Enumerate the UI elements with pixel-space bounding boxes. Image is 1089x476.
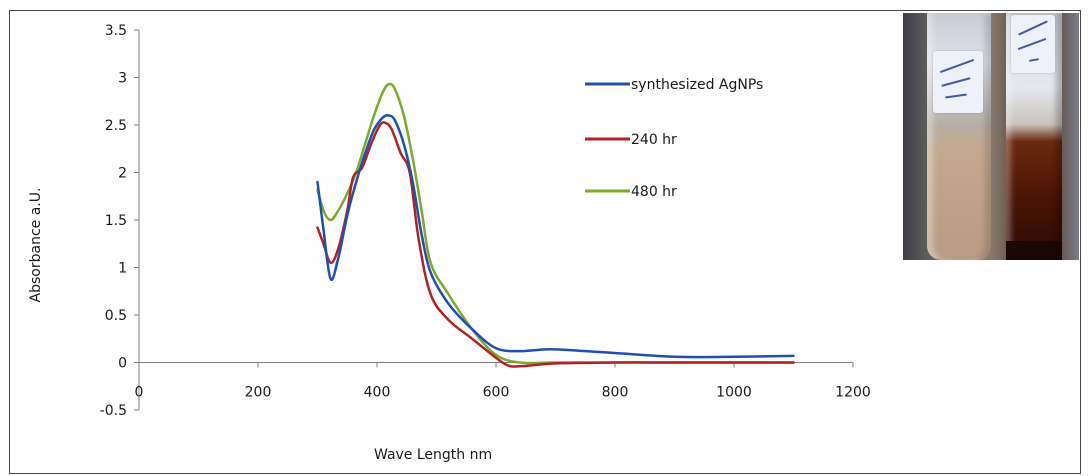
legend-label: 480 hr [631,184,677,200]
tube-right-label [1011,15,1055,73]
y-tick-label: 1 [118,261,127,277]
x-tick-label: 1000 [716,385,752,401]
chart-frame [9,10,1081,474]
y-tick-label: 0.5 [105,308,127,324]
x-tick-label: 600 [483,385,510,401]
y-tick-label: 2 [118,166,127,182]
legend: synthesized AgNPs 240 hr 480 hr [585,77,763,200]
x-tick-label: 200 [245,385,272,401]
x-tick-label: 0 [135,385,144,401]
legend-label: synthesized AgNPs [631,77,763,93]
x-tick-labels: 0 200 400 600 800 1000 1200 [135,385,871,401]
x-tick-label: 400 [364,385,391,401]
x-tick-label: 1200 [835,385,871,401]
y-tick-labels: -0.5 0 0.5 1 1.5 2 2.5 3 3.5 [100,23,127,419]
y-tick-label: 2.5 [105,118,127,134]
y-tick-label: 0 [118,356,127,372]
y-tick-label: 3 [118,71,127,87]
series-line-240-hr [316,121,795,368]
x-axis-title: Wave Length nm [374,447,492,463]
tube-right-dark-liquid [1006,241,1062,260]
sample-tubes-photo [903,13,1079,260]
y-tick-label: 1.5 [105,213,127,229]
legend-label: 240 hr [631,132,677,148]
series-line-synthesized-agnps [316,113,795,359]
tube-left-label [933,51,983,113]
y-tick-label: 3.5 [105,23,127,39]
y-tick-label: -0.5 [100,403,127,419]
y-axis-title: Absorbance a.U. [28,188,44,303]
series-lines [316,82,795,368]
x-tick-label: 800 [602,385,629,401]
